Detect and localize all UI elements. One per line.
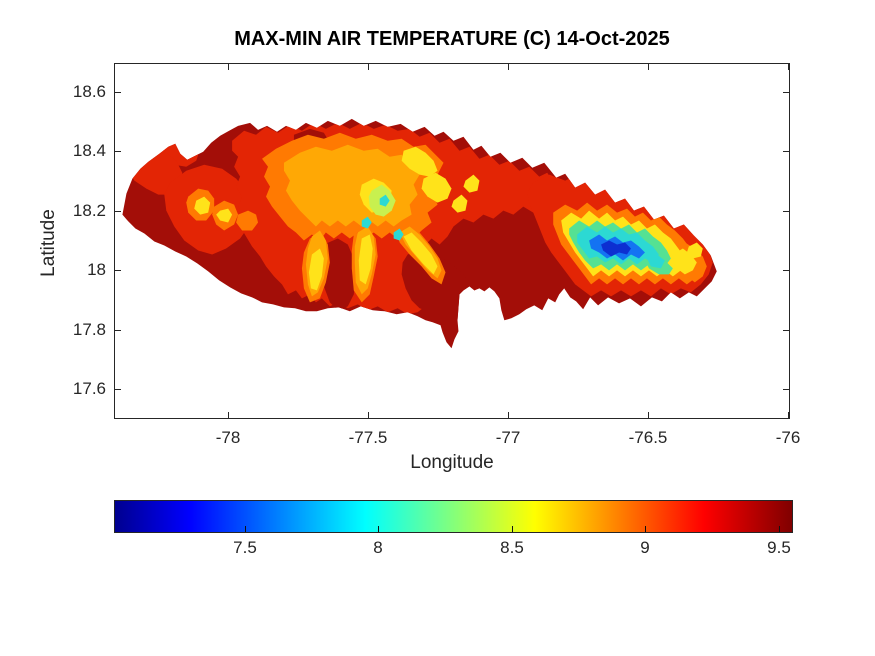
y-tick-label: 18.4: [72, 141, 106, 160]
plot-title: MAX-MIN AIR TEMPERATURE (C) 14-Oct-2025: [234, 28, 670, 50]
x-tick-label: -77: [495, 428, 521, 447]
colorbar-tick: [512, 526, 513, 532]
colorbar-tick-label: 8: [373, 538, 383, 557]
y-tick-label: 17.6: [72, 379, 106, 398]
y-tick-label: 17.8: [72, 320, 106, 339]
x-tick: [508, 412, 509, 418]
y-tick: [115, 270, 121, 271]
colorbar: [114, 500, 793, 533]
y-tick: [115, 211, 121, 212]
x-tick-top: [368, 64, 369, 70]
x-tick-label: -76.5: [628, 428, 668, 447]
colorbar-tick-label: 7.5: [233, 538, 257, 557]
colorbar-tick: [378, 526, 379, 532]
x-tick: [788, 412, 789, 418]
y-tick-right: [783, 270, 789, 271]
x-tick-label: -76: [775, 428, 801, 447]
y-tick-right: [783, 330, 789, 331]
colorbar-tick: [245, 526, 246, 532]
x-tick-label: -78: [215, 428, 241, 447]
x-tick-top: [228, 64, 229, 70]
y-tick-label: 18.2: [72, 201, 106, 220]
x-tick-label: -77.5: [348, 428, 388, 447]
colorbar-tick-label: 9: [640, 538, 650, 557]
colorbar-tick: [645, 526, 646, 532]
colorbar-tick-label: 9.5: [767, 538, 791, 557]
y-tick: [115, 330, 121, 331]
y-tick-right: [783, 92, 789, 93]
colorbar-tick: [779, 526, 780, 532]
jamaica-contour-map: [122, 118, 717, 349]
y-tick-right: [783, 151, 789, 152]
x-axis-label: Longitude: [410, 452, 494, 473]
y-tick-label: 18: [87, 260, 106, 279]
map-plot-area: [114, 63, 790, 419]
y-axis-label: Latitude: [38, 209, 59, 277]
x-tick-top: [508, 64, 509, 70]
y-tick: [115, 389, 121, 390]
y-tick-right: [783, 211, 789, 212]
y-tick-label: 18.6: [72, 82, 106, 101]
x-tick-top: [788, 64, 789, 70]
x-tick: [228, 412, 229, 418]
x-tick: [648, 412, 649, 418]
y-tick-right: [783, 389, 789, 390]
x-tick-top: [648, 64, 649, 70]
x-tick: [368, 412, 369, 418]
y-tick: [115, 92, 121, 93]
y-tick: [115, 151, 121, 152]
contour-bands: [126, 122, 713, 321]
colorbar-tick-label: 8.5: [500, 538, 524, 557]
